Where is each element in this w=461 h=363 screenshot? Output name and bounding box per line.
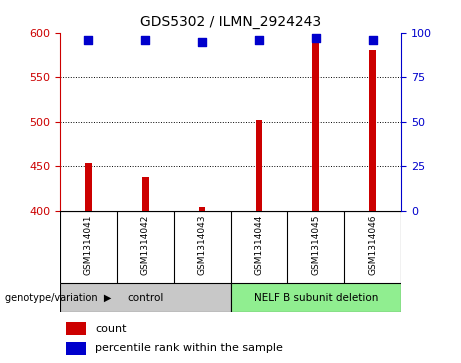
Bar	[142, 177, 148, 211]
Text: NELF B subunit deletion: NELF B subunit deletion	[254, 293, 378, 303]
Point	[255, 37, 263, 43]
Text: GSM1314045: GSM1314045	[311, 214, 320, 275]
Text: GSM1314046: GSM1314046	[368, 214, 377, 275]
Point	[369, 37, 376, 43]
Text: control: control	[127, 293, 163, 303]
Point	[312, 35, 319, 41]
Bar	[66, 322, 86, 335]
Text: genotype/variation  ▶: genotype/variation ▶	[5, 293, 111, 303]
Bar	[60, 283, 230, 312]
Bar	[230, 283, 401, 312]
Bar	[255, 120, 262, 211]
Point	[198, 39, 206, 45]
Text: GSM1314041: GSM1314041	[84, 214, 93, 275]
Text: GSM1314044: GSM1314044	[254, 214, 263, 274]
Bar	[369, 50, 376, 211]
Bar	[85, 163, 92, 211]
Bar	[313, 39, 319, 211]
Text: percentile rank within the sample: percentile rank within the sample	[95, 343, 284, 354]
Bar	[66, 342, 86, 355]
Text: GSM1314043: GSM1314043	[198, 214, 207, 275]
Title: GDS5302 / ILMN_2924243: GDS5302 / ILMN_2924243	[140, 15, 321, 29]
Bar	[199, 207, 206, 211]
Text: count: count	[95, 324, 127, 334]
Point	[142, 37, 149, 43]
Point	[85, 37, 92, 43]
Text: GSM1314042: GSM1314042	[141, 214, 150, 274]
